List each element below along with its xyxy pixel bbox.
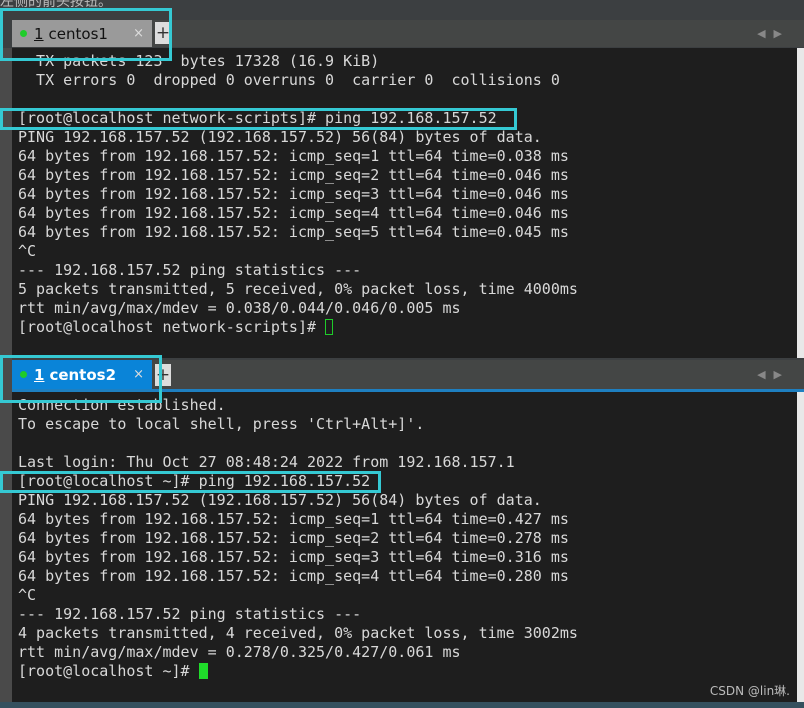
terminal-line: 64 bytes from 192.168.157.52: icmp_seq=2… xyxy=(18,166,569,184)
close-icon[interactable]: × xyxy=(133,367,144,382)
close-icon[interactable]: × xyxy=(133,26,144,41)
terminal-line: 5 packets transmitted, 5 received, 0% pa… xyxy=(18,280,578,298)
tab-label: centos2 xyxy=(49,365,117,384)
terminal-bottom-area xyxy=(12,682,797,702)
terminal-line: ^C xyxy=(18,586,37,604)
tab-centos1[interactable]: 1 centos1 × xyxy=(12,20,152,47)
terminal-line: To escape to local shell, press 'Ctrl+Al… xyxy=(18,415,425,433)
tab-scroll-arrows-icon[interactable]: ◀▶ xyxy=(757,27,790,40)
terminal-line: 64 bytes from 192.168.157.52: icmp_seq=4… xyxy=(18,567,569,585)
terminal-line: rtt min/avg/max/mdev = 0.038/0.044/0.046… xyxy=(18,299,461,317)
watermark: CSDN @lin琳. xyxy=(709,684,790,698)
terminal-line xyxy=(18,90,797,109)
scrollbar[interactable] xyxy=(797,392,804,702)
terminal-line: 64 bytes from 192.168.157.52: icmp_seq=5… xyxy=(18,223,569,241)
terminal-centos1[interactable]: TX packets 123 bytes 17328 (16.9 KiB) TX… xyxy=(12,48,797,358)
terminal-line: ^C xyxy=(18,242,37,260)
tab-scroll-arrows-icon[interactable]: ◀▶ xyxy=(757,368,790,381)
status-dot-icon xyxy=(20,30,27,37)
terminal-line: 64 bytes from 192.168.157.52: icmp_seq=2… xyxy=(18,529,569,547)
terminal-line: Last login: Thu Oct 27 08:48:24 2022 fro… xyxy=(18,453,515,471)
highlight-box-tab1 xyxy=(0,8,172,61)
terminal-line: 64 bytes from 192.168.157.52: icmp_seq=1… xyxy=(18,510,569,528)
terminal-line: --- 192.168.157.52 ping statistics --- xyxy=(18,605,362,623)
tab-centos2[interactable]: 1 centos2 × xyxy=(12,360,152,389)
terminal-line xyxy=(18,434,797,453)
terminal-line: 4 packets transmitted, 4 received, 0% pa… xyxy=(18,624,578,642)
top-tab-bar: 1 centos1 × + ◀▶ xyxy=(12,20,804,47)
highlight-box-command2 xyxy=(0,471,381,493)
highlight-box-command1 xyxy=(0,108,517,130)
tab-number: 1 xyxy=(34,24,44,43)
prompt-text: [root@localhost network-scripts]# xyxy=(18,318,326,336)
left-strip xyxy=(0,48,12,708)
terminal-line: PING 192.168.157.52 (192.168.157.52) 56(… xyxy=(18,491,542,509)
terminal-line: TX packets 123 bytes 17328 (16.9 KiB) xyxy=(18,52,380,70)
status-dot-icon xyxy=(20,371,27,378)
tab-number: 1 xyxy=(34,365,45,384)
terminal-line: 64 bytes from 192.168.157.52: icmp_seq=1… xyxy=(18,147,569,165)
terminal-line: 64 bytes from 192.168.157.52: icmp_seq=3… xyxy=(18,185,569,203)
cursor-icon xyxy=(198,663,208,679)
terminal-line: 64 bytes from 192.168.157.52: icmp_seq=4… xyxy=(18,204,569,222)
new-tab-button[interactable]: + xyxy=(155,22,171,44)
terminal-line: rtt min/avg/max/mdev = 0.278/0.325/0.427… xyxy=(18,643,461,661)
terminal-line: [root@localhost network-scripts]# ping 1… xyxy=(18,109,497,127)
cursor-icon xyxy=(325,319,334,335)
highlight-box-tab2 xyxy=(0,355,162,403)
status-bar xyxy=(0,702,804,708)
terminal-centos2[interactable]: Connection established. To escape to loca… xyxy=(12,392,797,682)
terminal-prompt: [root@localhost ~]# xyxy=(18,662,797,681)
terminal-prompt: [root@localhost network-scripts]# xyxy=(18,318,797,337)
scrollbar[interactable] xyxy=(797,48,804,358)
bottom-tab-bar: 1 centos2 × + ◀▶ xyxy=(12,360,804,392)
tab-label: centos1 xyxy=(48,24,108,43)
prompt-text: [root@localhost ~]# xyxy=(18,662,199,680)
terminal-line: [root@localhost ~]# ping 192.168.157.52 xyxy=(18,472,371,490)
terminal-line: --- 192.168.157.52 ping statistics --- xyxy=(18,261,362,279)
terminal-line: TX errors 0 dropped 0 overruns 0 carrier… xyxy=(18,71,560,89)
terminal-line: 64 bytes from 192.168.157.52: icmp_seq=3… xyxy=(18,548,569,566)
caption-text: 左侧的箭头按钮。 xyxy=(0,0,112,10)
terminal-line: PING 192.168.157.52 (192.168.157.52) 56(… xyxy=(18,128,542,146)
